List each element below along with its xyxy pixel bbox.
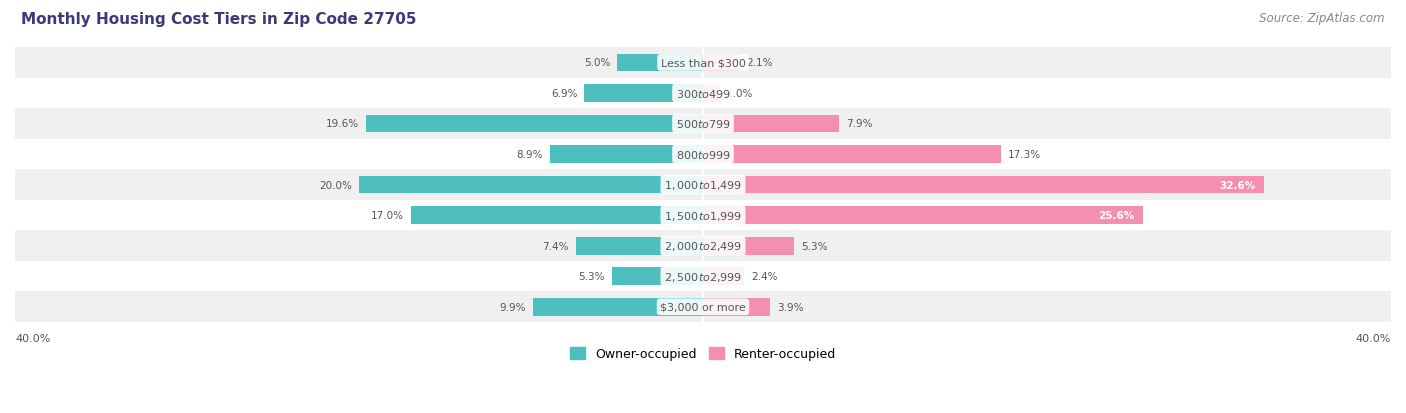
Text: 32.6%: 32.6% — [1219, 180, 1256, 190]
Text: $800 to $999: $800 to $999 — [675, 149, 731, 161]
Text: Source: ZipAtlas.com: Source: ZipAtlas.com — [1260, 12, 1385, 25]
Text: 8.9%: 8.9% — [516, 150, 543, 160]
Text: $1,500 to $1,999: $1,500 to $1,999 — [664, 209, 742, 222]
Bar — [550, 146, 703, 164]
Bar — [703, 176, 1264, 194]
Bar — [15, 140, 1391, 170]
Text: 40.0%: 40.0% — [15, 333, 51, 343]
Text: 5.3%: 5.3% — [801, 241, 828, 251]
Text: 17.0%: 17.0% — [371, 211, 404, 221]
Bar — [533, 298, 703, 316]
Text: 20.0%: 20.0% — [319, 180, 352, 190]
Bar — [703, 298, 770, 316]
Bar — [703, 237, 794, 255]
Text: 40.0%: 40.0% — [1355, 333, 1391, 343]
Bar — [703, 55, 740, 72]
Bar — [15, 109, 1391, 140]
Text: $2,500 to $2,999: $2,500 to $2,999 — [664, 270, 742, 283]
Bar — [15, 231, 1391, 261]
Text: Less than $300: Less than $300 — [661, 58, 745, 68]
Text: $500 to $799: $500 to $799 — [675, 118, 731, 130]
Text: $2,000 to $2,499: $2,000 to $2,499 — [664, 240, 742, 253]
Bar — [703, 268, 744, 285]
Text: 2.1%: 2.1% — [747, 58, 772, 68]
Text: $1,000 to $1,499: $1,000 to $1,499 — [664, 179, 742, 192]
Bar — [15, 170, 1391, 200]
Bar — [15, 261, 1391, 292]
Text: 17.3%: 17.3% — [1008, 150, 1040, 160]
Text: $300 to $499: $300 to $499 — [675, 88, 731, 100]
Text: 7.9%: 7.9% — [846, 119, 872, 129]
Bar — [359, 176, 703, 194]
Text: 25.6%: 25.6% — [1098, 211, 1135, 221]
Text: 3.9%: 3.9% — [778, 302, 803, 312]
Bar — [15, 200, 1391, 231]
Bar — [15, 292, 1391, 322]
Bar — [575, 237, 703, 255]
Text: 19.6%: 19.6% — [326, 119, 359, 129]
Text: 9.9%: 9.9% — [499, 302, 526, 312]
Bar — [703, 146, 1001, 164]
Bar — [703, 207, 1143, 224]
Text: 2.4%: 2.4% — [751, 272, 778, 282]
Text: 7.4%: 7.4% — [543, 241, 569, 251]
Bar — [15, 48, 1391, 78]
Bar — [366, 115, 703, 133]
Text: $3,000 or more: $3,000 or more — [661, 302, 745, 312]
Bar — [411, 207, 703, 224]
Bar — [15, 78, 1391, 109]
Bar — [703, 115, 839, 133]
Text: 5.3%: 5.3% — [578, 272, 605, 282]
Bar — [612, 268, 703, 285]
Bar — [703, 85, 720, 102]
Legend: Owner-occupied, Renter-occupied: Owner-occupied, Renter-occupied — [565, 342, 841, 366]
Bar — [617, 55, 703, 72]
Text: Monthly Housing Cost Tiers in Zip Code 27705: Monthly Housing Cost Tiers in Zip Code 2… — [21, 12, 416, 27]
Text: 6.9%: 6.9% — [551, 89, 578, 99]
Text: 1.0%: 1.0% — [727, 89, 754, 99]
Bar — [585, 85, 703, 102]
Text: 5.0%: 5.0% — [583, 58, 610, 68]
